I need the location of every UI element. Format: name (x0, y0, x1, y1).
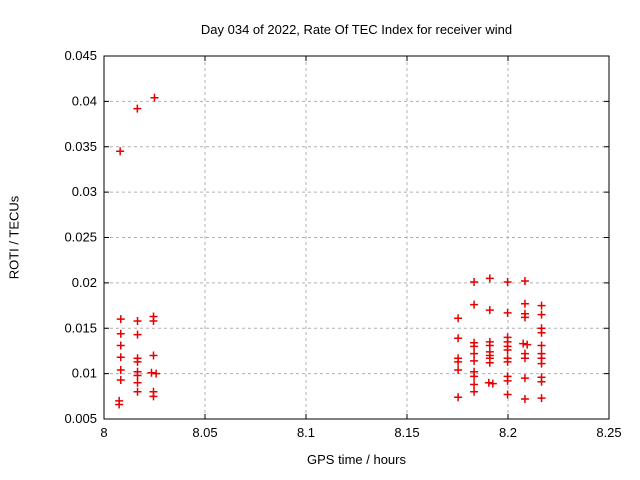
x-tick-label: 8 (100, 425, 107, 440)
y-tick-label: 0.02 (72, 275, 97, 290)
data-point-marker (485, 274, 494, 283)
y-tick-label: 0.005 (64, 411, 97, 426)
data-point-marker (454, 314, 463, 323)
x-tick-label: 8.2 (499, 425, 517, 440)
data-point-marker (488, 379, 497, 388)
x-tick-label: 8.05 (192, 425, 217, 440)
data-point-marker (537, 359, 546, 368)
x-axis-label: GPS time / hours (307, 452, 406, 467)
data-point-marker (454, 365, 463, 374)
data-point-marker (503, 390, 512, 399)
data-point-marker (470, 380, 479, 389)
data-point-marker (520, 354, 529, 363)
data-point-marker (537, 328, 546, 337)
data-point-marker (133, 330, 142, 339)
data-point-marker (537, 301, 546, 310)
data-point-marker (133, 387, 142, 396)
data-point-marker (470, 356, 479, 365)
data-point-marker (149, 392, 158, 401)
x-tick-label: 8.25 (596, 425, 621, 440)
y-tick-label: 0.01 (72, 366, 97, 381)
data-point-marker (116, 353, 125, 362)
data-point-marker (133, 371, 142, 380)
data-point-marker (519, 339, 528, 348)
data-point-marker (503, 277, 512, 286)
data-point-marker (503, 346, 512, 355)
data-point-marker (116, 329, 125, 338)
data-point-marker (470, 342, 479, 351)
data-point-marker (537, 341, 546, 350)
data-point-marker (520, 277, 529, 286)
y-tick-label: 0.03 (72, 184, 97, 199)
data-point-marker (537, 394, 546, 403)
data-point-marker (485, 358, 494, 367)
data-point-marker (152, 369, 161, 378)
data-point-marker (520, 395, 529, 404)
y-tick-label: 0.025 (64, 230, 97, 245)
y-tick-label: 0.035 (64, 139, 97, 154)
data-point-marker (149, 351, 158, 360)
y-tick-label: 0.015 (64, 320, 97, 335)
data-point-marker (133, 316, 142, 325)
y-tick-label: 0.045 (64, 48, 97, 63)
data-point-marker (520, 299, 529, 308)
data-point-marker (523, 340, 532, 349)
data-point-marker (133, 357, 142, 366)
data-point-marker (454, 393, 463, 402)
x-tick-label: 8.1 (297, 425, 315, 440)
data-point-marker (454, 357, 463, 366)
data-point-marker (485, 306, 494, 315)
data-point-marker (115, 400, 124, 409)
data-point-marker (520, 313, 529, 322)
data-point-marker (116, 365, 125, 374)
data-point-marker (470, 300, 479, 309)
data-point-marker (116, 315, 125, 324)
data-point-marker (147, 368, 156, 377)
data-point-marker (503, 357, 512, 366)
data-point-marker (149, 316, 158, 325)
data-point-marker (537, 377, 546, 386)
data-point-marker (116, 375, 125, 384)
chart-title: Day 034 of 2022, Rate Of TEC Index for r… (200, 22, 513, 37)
data-point-marker (133, 104, 142, 113)
data-point-marker (484, 378, 493, 387)
data-point-marker (470, 372, 479, 381)
data-point-marker (537, 310, 546, 319)
data-point-marker (150, 93, 159, 102)
data-point-marker (454, 334, 463, 343)
data-point-marker (503, 308, 512, 317)
y-tick-label: 0.04 (72, 93, 97, 108)
data-point-marker (470, 387, 479, 396)
data-point-marker (503, 376, 512, 385)
data-point-marker (116, 341, 125, 350)
x-tick-label: 8.15 (394, 425, 419, 440)
data-point-marker (520, 374, 529, 383)
data-point-marker (470, 277, 479, 286)
data-point-marker (470, 349, 479, 358)
y-axis-label: ROTI / TECUs (6, 195, 22, 280)
data-point-marker (133, 378, 142, 387)
data-point-marker (116, 147, 125, 156)
